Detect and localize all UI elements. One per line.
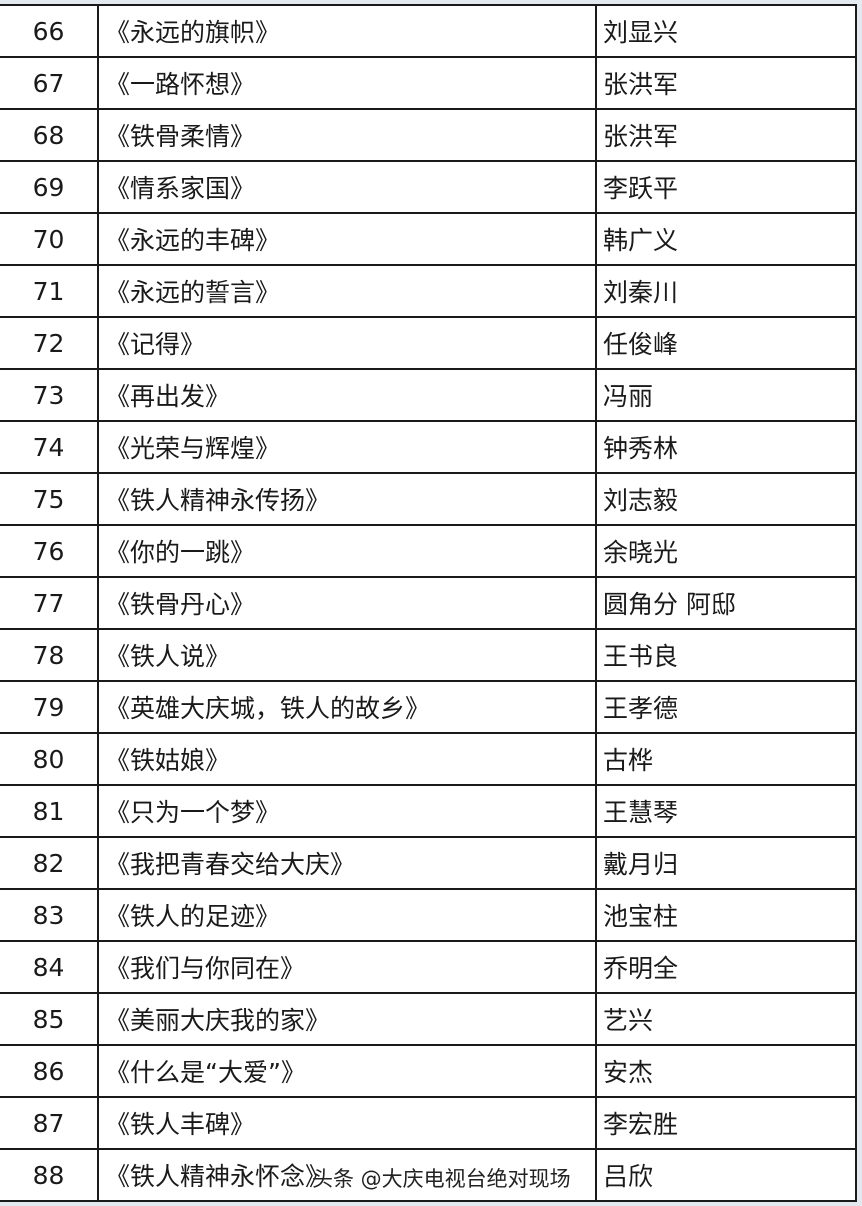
row-number[interactable]: 73 — [0, 368, 99, 422]
author-name[interactable]: 刘志毅 — [595, 472, 857, 526]
author-name[interactable]: 王孝德 — [595, 680, 857, 734]
song-title[interactable]: 《永远的旗帜》 — [97, 4, 597, 58]
row-number[interactable]: 82 — [0, 836, 99, 890]
song-title[interactable]: 《我们与你同在》 — [97, 940, 597, 994]
table-row: 67 《一路怀想》 张洪军 — [0, 56, 857, 110]
author-name[interactable]: 戴月归 — [595, 836, 857, 890]
table-row: 88 《铁人精神永怀念》 吕欣 — [0, 1148, 857, 1202]
author-name[interactable]: 余晓光 — [595, 524, 857, 578]
song-title[interactable]: 《铁人精神永怀念》 — [97, 1148, 597, 1202]
table-row: 70 《永远的丰碑》 韩广义 — [0, 212, 857, 266]
author-name[interactable]: 吕欣 — [595, 1148, 857, 1202]
song-list-table: 66 《永远的旗帜》 刘显兴 67 《一路怀想》 张洪军 68 《铁骨柔情》 张洪军 69 《情系家… — [0, 4, 857, 1202]
table-row: 86 《什么是“大爱”》 安杰 — [0, 1044, 857, 1098]
table-row: 74 《光荣与辉煌》 钟秀林 — [0, 420, 857, 474]
author-name[interactable]: 安杰 — [595, 1044, 857, 1098]
author-name[interactable]: 任俊峰 — [595, 316, 857, 370]
author-name[interactable]: 张洪军 — [595, 56, 857, 110]
author-name[interactable]: 韩广义 — [595, 212, 857, 266]
song-title[interactable]: 《铁人说》 — [97, 628, 597, 682]
table-row: 84 《我们与你同在》 乔明全 — [0, 940, 857, 994]
table-row: 77 《铁骨丹心》 圆角分 阿邸 — [0, 576, 857, 630]
song-title[interactable]: 《英雄大庆城，铁人的故乡》 — [97, 680, 597, 734]
song-title[interactable]: 《铁人精神永传扬》 — [97, 472, 597, 526]
song-title[interactable]: 《情系家国》 — [97, 160, 597, 214]
author-name[interactable]: 古桦 — [595, 732, 857, 786]
table-row: 82 《我把青春交给大庆》 戴月归 — [0, 836, 857, 890]
table-row: 78 《铁人说》 王书良 — [0, 628, 857, 682]
row-number[interactable]: 70 — [0, 212, 99, 266]
author-name[interactable]: 李跃平 — [595, 160, 857, 214]
table-row: 66 《永远的旗帜》 刘显兴 — [0, 4, 857, 58]
row-number[interactable]: 72 — [0, 316, 99, 370]
table-row: 76 《你的一跳》 余晓光 — [0, 524, 857, 578]
row-number[interactable]: 79 — [0, 680, 99, 734]
author-name[interactable]: 刘秦川 — [595, 264, 857, 318]
song-title[interactable]: 《什么是“大爱”》 — [97, 1044, 597, 1098]
row-number[interactable]: 67 — [0, 56, 99, 110]
watermark: 头条 @大庆电视台绝对现场 — [312, 1167, 571, 1191]
song-title[interactable]: 《铁骨丹心》 — [97, 576, 597, 630]
row-number[interactable]: 80 — [0, 732, 99, 786]
row-number[interactable]: 71 — [0, 264, 99, 318]
row-number[interactable]: 69 — [0, 160, 99, 214]
row-number[interactable]: 77 — [0, 576, 99, 630]
song-title[interactable]: 《永远的丰碑》 — [97, 212, 597, 266]
table-row: 83 《铁人的足迹》 池宝柱 — [0, 888, 857, 942]
author-name[interactable]: 圆角分 阿邸 — [595, 576, 857, 630]
table-row: 75 《铁人精神永传扬》 刘志毅 — [0, 472, 857, 526]
song-title[interactable]: 《铁姑娘》 — [97, 732, 597, 786]
table-row: 80 《铁姑娘》 古桦 — [0, 732, 857, 786]
song-title[interactable]: 《再出发》 — [97, 368, 597, 422]
author-name[interactable]: 王书良 — [595, 628, 857, 682]
author-name[interactable]: 张洪军 — [595, 108, 857, 162]
table-row: 72 《记得》 任俊峰 — [0, 316, 857, 370]
row-number[interactable]: 86 — [0, 1044, 99, 1098]
author-name[interactable]: 池宝柱 — [595, 888, 857, 942]
song-title[interactable]: 《记得》 — [97, 316, 597, 370]
table-row: 87 《铁人丰碑》 李宏胜 — [0, 1096, 857, 1150]
author-name[interactable]: 乔明全 — [595, 940, 857, 994]
song-title[interactable]: 《光荣与辉煌》 — [97, 420, 597, 474]
row-number[interactable]: 66 — [0, 4, 99, 58]
song-title[interactable]: 《一路怀想》 — [97, 56, 597, 110]
table-row: 81 《只为一个梦》 王慧琴 — [0, 784, 857, 838]
row-number[interactable]: 87 — [0, 1096, 99, 1150]
author-name[interactable]: 刘显兴 — [595, 4, 857, 58]
author-name[interactable]: 钟秀林 — [595, 420, 857, 474]
row-number[interactable]: 78 — [0, 628, 99, 682]
song-title[interactable]: 《铁骨柔情》 — [97, 108, 597, 162]
author-name[interactable]: 李宏胜 — [595, 1096, 857, 1150]
author-name[interactable]: 艺兴 — [595, 992, 857, 1046]
row-number[interactable]: 81 — [0, 784, 99, 838]
table-row: 85 《美丽大庆我的家》 艺兴 — [0, 992, 857, 1046]
row-number[interactable]: 83 — [0, 888, 99, 942]
row-number[interactable]: 75 — [0, 472, 99, 526]
table-row: 73 《再出发》 冯丽 — [0, 368, 857, 422]
song-title[interactable]: 《你的一跳》 — [97, 524, 597, 578]
song-title[interactable]: 《我把青春交给大庆》 — [97, 836, 597, 890]
song-title[interactable]: 《美丽大庆我的家》 — [97, 992, 597, 1046]
song-title[interactable]: 《铁人丰碑》 — [97, 1096, 597, 1150]
table-row: 71 《永远的誓言》 刘秦川 — [0, 264, 857, 318]
table-row: 68 《铁骨柔情》 张洪军 — [0, 108, 857, 162]
row-number[interactable]: 84 — [0, 940, 99, 994]
song-title[interactable]: 《只为一个梦》 — [97, 784, 597, 838]
row-number[interactable]: 85 — [0, 992, 99, 1046]
row-number[interactable]: 88 — [0, 1148, 99, 1202]
row-number[interactable]: 74 — [0, 420, 99, 474]
song-title[interactable]: 《铁人的足迹》 — [97, 888, 597, 942]
table-row: 79 《英雄大庆城，铁人的故乡》 王孝德 — [0, 680, 857, 734]
row-number[interactable]: 68 — [0, 108, 99, 162]
row-number[interactable]: 76 — [0, 524, 99, 578]
author-name[interactable]: 王慧琴 — [595, 784, 857, 838]
song-title[interactable]: 《永远的誓言》 — [97, 264, 597, 318]
table-row: 69 《情系家国》 李跃平 — [0, 160, 857, 214]
author-name[interactable]: 冯丽 — [595, 368, 857, 422]
